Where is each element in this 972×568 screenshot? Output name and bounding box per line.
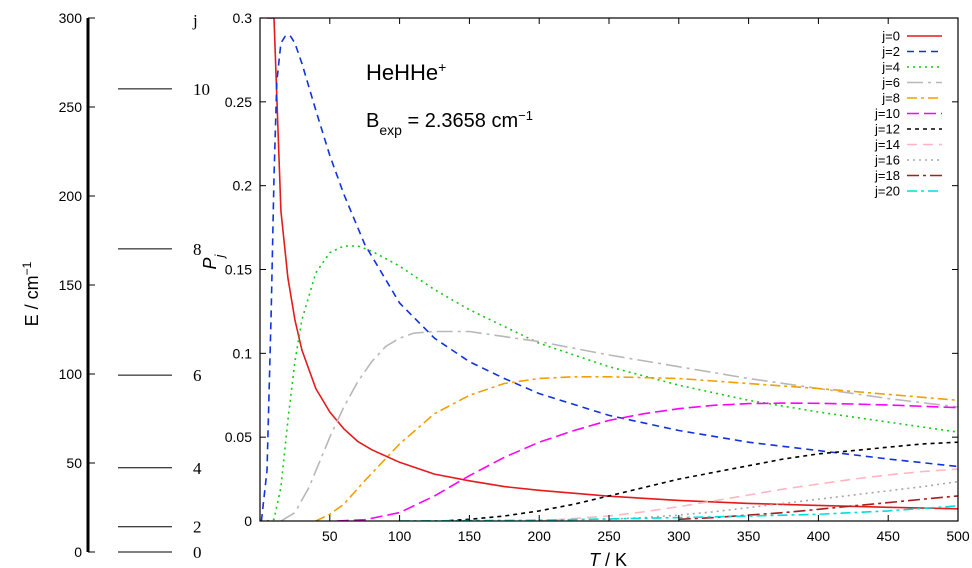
chart-title-text: HeHHe [366,60,438,85]
x-tick-label: 450 [877,528,901,544]
legend-label: j=20 [874,184,900,199]
level-tick-label: 100 [59,366,83,382]
series-line-j-12 [441,441,958,521]
level-y-axis-title: E / cm−1 [20,261,42,326]
x-axis-title-rest: / K [600,550,627,568]
level-tick-label: 250 [59,99,83,115]
x-tick-label: 350 [737,528,761,544]
series-line-j-18 [678,495,958,521]
chart-title-superscript: + [438,59,446,75]
level-tick-label: 200 [59,188,83,204]
series-line-j-10 [336,402,958,521]
series-line-j-0 [267,18,958,510]
legend-label: j=16 [874,153,900,168]
energy-level-j-4: 4 [118,459,202,478]
energy-level-j-8: 8 [118,240,202,259]
x-axis-ticks: 50 100 150 200 250 300 350 400 450 500 [322,18,970,544]
legend-label: j=4 [881,60,900,75]
y-tick-label: 0.1 [233,345,253,361]
x-axis-title: T / K [589,550,627,568]
legend-label: j=18 [874,168,900,183]
legend-label: j=6 [881,75,900,90]
legend-entry-j-10: j=10 [874,106,942,121]
series-line-j-16 [608,480,958,521]
x-tick-label: 400 [807,528,831,544]
energy-level-j-0: 0 [118,543,202,562]
level-tick-label: 300 [59,10,83,26]
legend-entry-j-6: j=6 [881,75,942,90]
energy-level-label: 6 [193,366,202,385]
energy-level-j-2: 2 [118,518,202,537]
x-axis-title-italic: T [589,550,602,568]
energy-level-diagram: 0 50 100 150 200 250 300 0 2 4 6 8 10 j E / cm−1 [20,10,210,562]
annotation-superscript: −1 [518,108,533,123]
legend-entry-j-4: j=4 [881,60,942,75]
x-tick-label: 300 [667,528,691,544]
x-tick-label: 50 [322,528,338,544]
population-chart: 50 100 150 200 250 300 350 400 450 500 0 0.05 0.1 0.… [200,10,970,568]
annotation-prefix: B [366,110,379,132]
y-tick-label: 0 [244,513,252,529]
y-axis-ticks: 0 0.05 0.1 0.15 0.2 0.25 0.3 [225,10,958,529]
series-line-j-6 [280,330,958,521]
rotational-constant-annotation: Bexp = 2.3658 cm−1 [366,108,533,139]
chart-title: HeHHe+ [366,59,446,85]
legend-entry-j-12: j=12 [874,122,942,137]
legend-entry-j-16: j=16 [874,153,942,168]
level-header: j [192,11,198,30]
y-axis-title-subscript: j [212,253,227,259]
series-line-j-20 [399,505,958,521]
level-tick-label: 150 [59,277,83,293]
legend-label: j=0 [881,29,900,44]
legend-label: j=12 [874,122,900,137]
series-line-j-2 [260,34,958,521]
x-tick-label: 250 [597,528,621,544]
energy-level-label: 2 [193,518,202,537]
annotation-subscript: exp [379,122,402,138]
level-y-axis-title-text: E / cm [22,275,42,326]
energy-level-label: 10 [193,80,210,99]
energy-level-label: 4 [193,459,202,478]
legend-entry-j-0: j=0 [881,29,942,44]
y-tick-label: 0.25 [225,94,252,110]
legend-label: j=2 [881,44,900,59]
y-tick-label: 0.2 [233,178,253,194]
y-tick-label: 0.05 [225,429,252,445]
y-tick-label: 0.15 [225,262,252,278]
y-tick-label: 0.3 [233,10,253,26]
annotation-value: = 2.3658 cm [402,110,518,132]
y-axis-title: Pj [200,253,227,269]
legend-label: j=8 [881,91,900,106]
x-tick-label: 100 [388,528,412,544]
y-axis-title-italic: P [200,257,220,269]
legend: j=0j=2j=4j=6j=8j=10j=12j=14j=16j=18j=20 [874,29,942,199]
energy-level-j-6: 6 [118,366,202,385]
legend-entry-j-14: j=14 [874,137,942,152]
level-axis-ticks: 0 50 100 150 200 250 300 [59,10,95,560]
legend-entry-j-18: j=18 [874,168,942,183]
level-y-axis-title-superscript: −1 [20,261,34,275]
energy-level-label: 0 [193,543,202,562]
legend-label: j=10 [874,106,900,121]
legend-entry-j-8: j=8 [881,91,942,106]
series-line-j-4 [266,245,958,521]
legend-entry-j-20: j=20 [874,184,942,199]
legend-entry-j-2: j=2 [881,44,942,59]
level-tick-label: 50 [66,455,82,471]
series-line-j-8 [315,376,958,521]
legend-label: j=14 [874,137,900,152]
x-tick-label: 150 [458,528,482,544]
series-lines [260,18,958,521]
level-lines: 0 2 4 6 8 10 [118,80,210,562]
energy-level-j-10: 10 [118,80,210,99]
x-tick-label: 500 [946,528,970,544]
energy-level-label: 8 [193,240,202,259]
level-tick-label: 0 [74,544,82,560]
x-tick-label: 200 [528,528,552,544]
